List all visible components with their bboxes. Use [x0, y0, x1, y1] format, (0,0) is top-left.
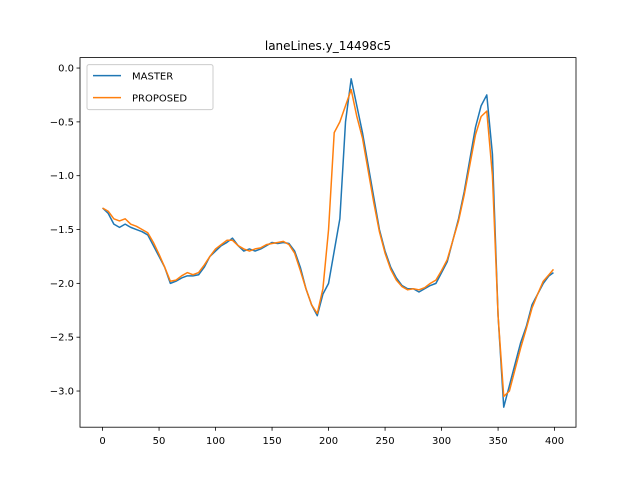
legend-label: PROPOSED — [132, 94, 187, 105]
x-tick-label: 0 — [99, 436, 105, 447]
x-tick-label: 200 — [319, 436, 338, 447]
x-tick-label: 150 — [263, 436, 282, 447]
x-tick-label: 50 — [153, 436, 166, 447]
y-tick-label: −0.5 — [50, 117, 74, 128]
x-tick-label: 400 — [545, 436, 564, 447]
chart-title: laneLines.y_14498c5 — [265, 39, 391, 53]
x-tick-label: 350 — [489, 436, 508, 447]
x-tick-label: 100 — [206, 436, 225, 447]
y-tick-label: −2.5 — [50, 333, 74, 344]
legend-label: MASTER — [132, 72, 173, 83]
series-line — [102, 78, 554, 408]
y-tick-label: −1.5 — [50, 225, 74, 236]
x-tick-label: 250 — [376, 436, 395, 447]
y-tick-label: 0.0 — [58, 64, 74, 75]
axes-frame — [79, 57, 577, 428]
x-tick-label: 300 — [432, 436, 451, 447]
series-line — [102, 88, 555, 398]
y-tick-label: −1.0 — [50, 171, 74, 182]
y-tick-label: −3.0 — [50, 387, 74, 398]
y-tick-label: −2.0 — [50, 279, 74, 290]
